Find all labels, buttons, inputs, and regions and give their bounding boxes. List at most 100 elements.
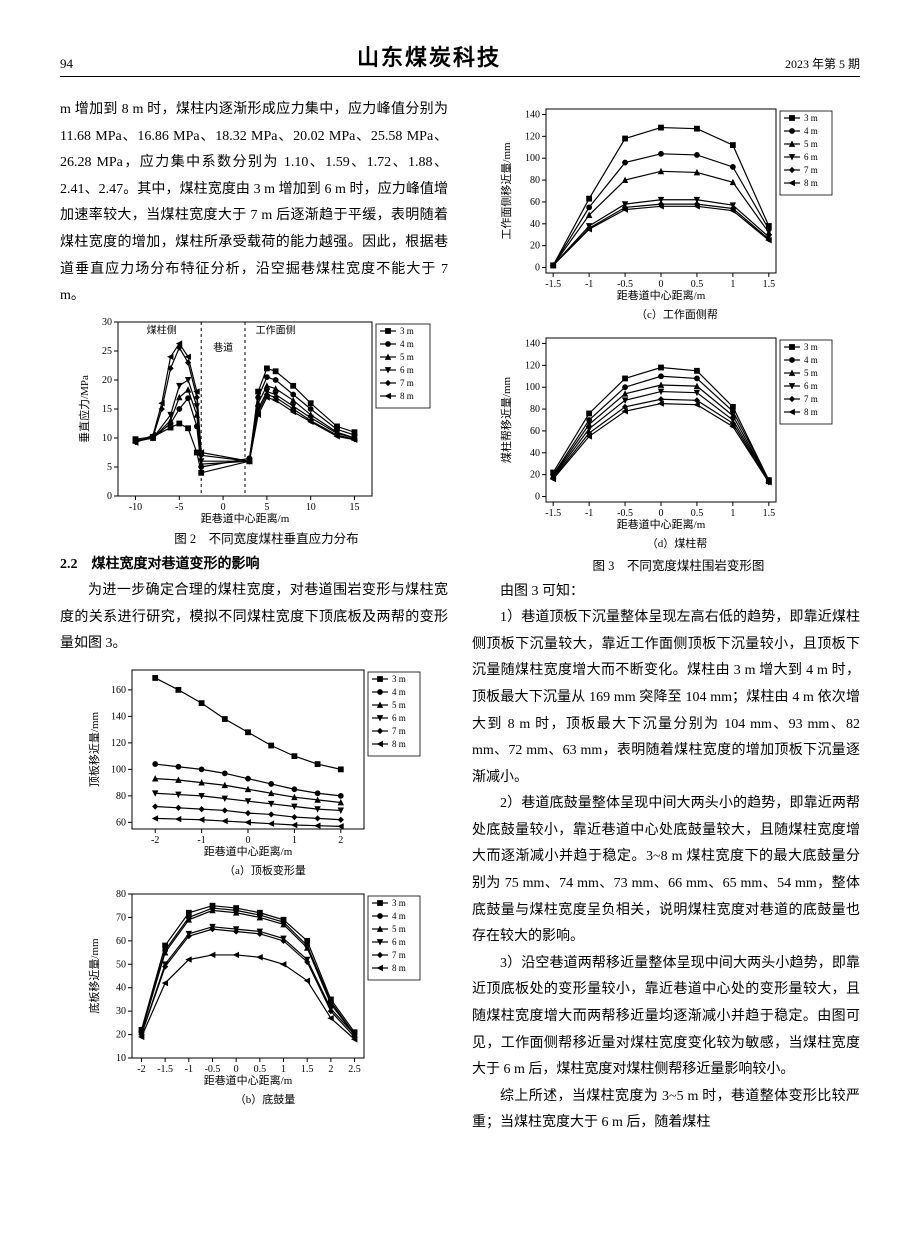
- svg-text:距巷道中心距离/m: 距巷道中心距离/m: [204, 844, 293, 858]
- svg-text:20: 20: [102, 375, 112, 386]
- svg-text:140: 140: [111, 711, 126, 722]
- svg-text:0: 0: [535, 263, 540, 274]
- svg-text:-1.5: -1.5: [545, 508, 561, 519]
- svg-text:70: 70: [116, 912, 126, 923]
- svg-text:3 m: 3 m: [392, 898, 406, 908]
- fig3d-sub: （d）煤柱帮: [472, 534, 860, 555]
- svg-text:距巷道中心距离/m: 距巷道中心距离/m: [201, 511, 290, 525]
- svg-text:3 m: 3 m: [400, 326, 414, 336]
- svg-text:-2: -2: [137, 1064, 145, 1075]
- svg-text:距巷道中心距离/m: 距巷道中心距离/m: [204, 1073, 293, 1087]
- svg-text:5: 5: [264, 502, 269, 513]
- svg-text:-1.5: -1.5: [545, 279, 561, 290]
- svg-text:0: 0: [535, 491, 540, 502]
- svg-text:-2: -2: [151, 835, 159, 846]
- svg-text:垂直应力/MPa: 垂直应力/MPa: [77, 375, 91, 443]
- svg-text:40: 40: [530, 448, 540, 459]
- svg-text:0: 0: [221, 502, 226, 513]
- svg-text:-1: -1: [185, 1064, 193, 1075]
- svg-text:1: 1: [730, 279, 735, 290]
- svg-text:4 m: 4 m: [392, 911, 406, 921]
- svg-text:8 m: 8 m: [392, 739, 406, 749]
- svg-text:60: 60: [530, 197, 540, 208]
- svg-text:工作面侧移近量/mm: 工作面侧移近量/mm: [500, 142, 513, 240]
- svg-text:40: 40: [530, 219, 540, 230]
- svg-text:2: 2: [338, 835, 343, 846]
- journal-title: 山东煤炭科技: [357, 40, 501, 72]
- svg-text:0.5: 0.5: [691, 508, 704, 519]
- svg-text:1.5: 1.5: [763, 279, 776, 290]
- svg-text:25: 25: [102, 346, 112, 357]
- svg-text:10: 10: [102, 433, 112, 444]
- svg-text:80: 80: [530, 175, 540, 186]
- svg-text:6 m: 6 m: [392, 937, 406, 947]
- svg-text:7 m: 7 m: [392, 950, 406, 960]
- svg-text:7 m: 7 m: [392, 726, 406, 736]
- svg-text:0: 0: [107, 491, 112, 502]
- svg-text:40: 40: [116, 982, 126, 993]
- svg-text:-1: -1: [585, 279, 593, 290]
- svg-text:100: 100: [111, 764, 126, 775]
- svg-text:5 m: 5 m: [804, 368, 818, 378]
- fig3d-chart: -1.5-1-0.500.511.5020406080100120140距巷道中…: [496, 332, 836, 532]
- para-1: m 增加到 8 m 时，煤柱内逐渐形成应力集中，应力峰值分别为 11.68 MP…: [60, 97, 448, 310]
- svg-text:-1: -1: [585, 508, 593, 519]
- svg-text:6 m: 6 m: [400, 365, 414, 375]
- left-column: m 增加到 8 m 时，煤柱内逐渐形成应力集中，应力峰值分别为 11.68 MP…: [60, 97, 448, 1137]
- para-3: 由图 3 可知：: [472, 579, 860, 606]
- svg-text:0.5: 0.5: [691, 279, 704, 290]
- svg-text:5 m: 5 m: [392, 700, 406, 710]
- svg-text:距巷道中心距离/m: 距巷道中心距离/m: [617, 288, 706, 302]
- svg-text:15: 15: [102, 404, 112, 415]
- para-7: 综上所述，当煤柱宽度为 3~5 m 时，巷道整体变形比较严重；当煤柱宽度大于 6…: [472, 1084, 860, 1137]
- svg-text:5 m: 5 m: [400, 352, 414, 362]
- svg-text:140: 140: [525, 338, 540, 349]
- svg-text:5: 5: [107, 462, 112, 473]
- svg-text:6 m: 6 m: [804, 381, 818, 391]
- svg-text:20: 20: [530, 470, 540, 481]
- svg-text:4 m: 4 m: [804, 126, 818, 136]
- svg-text:120: 120: [111, 738, 126, 749]
- svg-text:7 m: 7 m: [400, 378, 414, 388]
- fig3c-chart: -1.5-1-0.500.511.5020406080100120140距巷道中…: [496, 103, 836, 303]
- svg-text:工作面侧: 工作面侧: [256, 323, 296, 336]
- svg-text:8 m: 8 m: [804, 407, 818, 417]
- svg-text:1: 1: [292, 835, 297, 846]
- para-2: 为进一步确定合理的煤柱宽度，对巷道围岩变形与煤柱宽度的关系进行研究，模拟不同煤柱…: [60, 578, 448, 658]
- fig2-chart: -10-5051015051015202530距巷道中心距离/m垂直应力/MPa…: [74, 316, 434, 526]
- svg-text:30: 30: [102, 317, 112, 328]
- svg-text:20: 20: [530, 241, 540, 252]
- svg-text:3 m: 3 m: [804, 342, 818, 352]
- para-6: 3）沿空巷道两帮移近量整体呈现中间大两头小趋势，即靠近顶底板处的变形量较小，靠近…: [472, 951, 860, 1084]
- svg-text:1: 1: [730, 508, 735, 519]
- svg-text:-1.5: -1.5: [157, 1064, 173, 1075]
- svg-text:140: 140: [525, 109, 540, 120]
- svg-text:30: 30: [116, 1006, 126, 1017]
- svg-text:0: 0: [246, 835, 251, 846]
- right-column: -1.5-1-0.500.511.5020406080100120140距巷道中…: [472, 97, 860, 1137]
- fig3c-sub: （c）工作面侧帮: [472, 305, 860, 326]
- svg-text:0: 0: [659, 279, 664, 290]
- fig3b-chart: -2-1.5-1-0.500.511.522.51020304050607080…: [84, 888, 424, 1088]
- svg-text:160: 160: [111, 685, 126, 696]
- issue-info: 2023 年第 5 期: [785, 55, 860, 72]
- svg-text:5 m: 5 m: [804, 139, 818, 149]
- svg-text:8 m: 8 m: [804, 178, 818, 188]
- svg-text:15: 15: [349, 502, 359, 513]
- svg-text:80: 80: [116, 889, 126, 900]
- para-4: 1）巷道顶板下沉量整体呈现左高右低的趋势，即靠近煤柱侧顶板下沉量较大，靠近工作面…: [472, 605, 860, 791]
- svg-text:50: 50: [116, 959, 126, 970]
- svg-text:8 m: 8 m: [400, 391, 414, 401]
- svg-text:4 m: 4 m: [400, 339, 414, 349]
- fig2-caption: 图 2 不同宽度煤柱垂直应力分布: [60, 528, 448, 552]
- page-number: 94: [60, 56, 73, 72]
- svg-text:5 m: 5 m: [392, 924, 406, 934]
- svg-text:底板移近量/mm: 底板移近量/mm: [87, 938, 101, 1014]
- svg-text:10: 10: [116, 1053, 126, 1064]
- svg-text:3 m: 3 m: [392, 674, 406, 684]
- svg-text:-0.5: -0.5: [617, 508, 633, 519]
- section-2-2: 2.2 煤柱宽度对巷道变形的影响: [60, 552, 448, 579]
- svg-text:-1: -1: [197, 835, 205, 846]
- svg-text:6 m: 6 m: [804, 152, 818, 162]
- svg-text:-10: -10: [129, 502, 142, 513]
